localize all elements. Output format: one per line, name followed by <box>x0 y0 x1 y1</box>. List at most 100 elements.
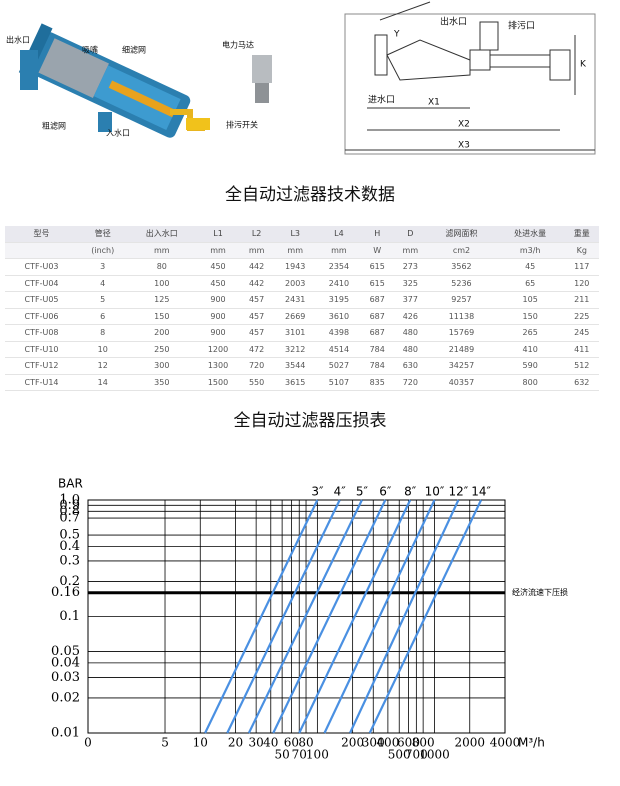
table-row: CTF-U12 12 300 1300 720 3544 5027 784 630 34257 59… <box>5 357 599 375</box>
table-cell: 720 <box>239 357 274 375</box>
illustration-label: 细滤网 <box>122 45 146 55</box>
y-tick-label: 0.2 <box>59 574 80 589</box>
x-tick-label: 500 <box>388 748 411 762</box>
table-cell: 滤网面积 <box>427 226 496 243</box>
table-cell: 2410 <box>317 275 361 292</box>
y-tick-label: 0.04 <box>51 655 80 670</box>
table-cell: 3615 <box>273 374 318 391</box>
table-cell: 2431 <box>273 291 318 309</box>
x-tick-label: 40 <box>263 736 278 750</box>
table-cell: mm <box>317 242 361 259</box>
diagram-label: 进水口 <box>368 94 395 106</box>
table-row: CTF-U10 10 250 1200 472 3212 4514 784 480 21489 41… <box>5 341 599 358</box>
table-cell: CTF-U10 <box>5 341 79 358</box>
table-cell: 管径 <box>78 226 128 243</box>
table-cell: (inch) <box>78 242 128 259</box>
table-cell: 615 <box>360 258 394 276</box>
y-tick-label: 0.4 <box>59 539 80 554</box>
series-label: 3″ <box>311 485 324 499</box>
y-tick-label: 0.1 <box>59 609 80 624</box>
x-tick-label: 10 <box>193 736 208 750</box>
table-row: CTF-U08 8 200 900 457 3101 4398 687 480 15769 265 2… <box>5 324 599 342</box>
x-tick-label: 50 <box>274 748 289 762</box>
table-cell: 3544 <box>273 357 318 375</box>
illustration-label: 排污开关 <box>226 120 258 130</box>
table-cell: 457 <box>239 308 274 325</box>
table-cell: 100 <box>127 275 197 292</box>
series-line <box>349 499 460 734</box>
x-tick-label: 800 <box>412 736 435 750</box>
series-label: 8″ <box>404 485 417 499</box>
table-cell: 410 <box>495 341 565 358</box>
y-tick-label: 0.5 <box>59 528 80 543</box>
series-line <box>204 499 319 734</box>
x-tick-label: 2000 <box>454 736 485 750</box>
table-cell: 34257 <box>427 357 496 375</box>
table-cell: L3 <box>273 226 318 243</box>
series-line <box>298 499 412 734</box>
x-tick-label: 300 <box>362 736 385 750</box>
series-label: 14″ <box>471 485 491 499</box>
series-line <box>368 499 483 734</box>
table-cell: W <box>360 242 394 259</box>
table-cell: Kg <box>564 242 599 259</box>
table-cell: mm <box>239 242 274 259</box>
table-cell: 457 <box>239 324 274 342</box>
y-tick-label: 0.01 <box>51 726 80 741</box>
series-line <box>272 499 387 734</box>
table-cell: 457 <box>239 291 274 309</box>
table-cell: 4 <box>78 275 128 292</box>
table-cell: mm <box>196 242 240 259</box>
table-cell: 630 <box>393 357 428 375</box>
table-cell: 900 <box>196 291 240 309</box>
x-tick-label: 200 <box>341 736 364 750</box>
series-line <box>323 499 436 734</box>
table-cell: 105 <box>495 291 565 309</box>
table-cell: 8 <box>78 324 128 342</box>
y-tick-label: 0.05 <box>51 644 80 659</box>
table-cell: 472 <box>239 341 274 358</box>
table-cell: 3212 <box>273 341 318 358</box>
table-cell: 200 <box>127 324 197 342</box>
table-cell: 550 <box>239 374 274 391</box>
table-cell: 45 <box>495 258 565 276</box>
table-cell: L4 <box>317 226 361 243</box>
dimension-diagram <box>344 1 596 155</box>
y-axis-label: BAR <box>58 477 83 491</box>
filter-illustration <box>18 23 272 138</box>
illustration-label: 粗滤网 <box>42 121 66 131</box>
table-cell: CTF-U12 <box>5 357 79 375</box>
table-cell: 80 <box>127 258 197 276</box>
diagram-label: 排污口 <box>508 20 535 32</box>
table-cell: 1943 <box>273 258 318 276</box>
table-row: CTF-U14 14 350 1500 550 3615 5107 835 720 40357 80… <box>5 374 599 391</box>
x-tick-label: 4000 <box>490 736 521 750</box>
x-tick-label: 1000 <box>419 748 450 762</box>
table-cell: 300 <box>127 357 197 375</box>
table-cell: 5027 <box>317 357 361 375</box>
illustration-label: 入水口 <box>106 128 130 138</box>
table-cell: 12 <box>78 357 128 375</box>
table-cell: 1300 <box>196 357 240 375</box>
table-cell: 720 <box>393 374 428 391</box>
table-cell: 687 <box>360 324 394 342</box>
table-cell: 6 <box>78 308 128 325</box>
table-cell: 重量 <box>564 226 599 243</box>
table-cell: mm <box>127 242 197 259</box>
y-tick-label: 0.8 <box>59 504 80 519</box>
y-tick-label: 0.02 <box>51 690 80 705</box>
diagram-label: X2 <box>458 120 470 130</box>
table-cell: H <box>360 226 394 243</box>
y-tick-label: 0.7 <box>59 511 80 526</box>
x-tick-label: 400 <box>376 736 399 750</box>
y-tick-label: 0.16 <box>51 585 80 600</box>
table-cell: 442 <box>239 275 274 292</box>
diagram-label: X3 <box>458 141 470 151</box>
table-cell: 3610 <box>317 308 361 325</box>
x-tick-label: 600 <box>397 736 420 750</box>
table-cell: 1500 <box>196 374 240 391</box>
table-cell: 3195 <box>317 291 361 309</box>
table-cell: 325 <box>393 275 428 292</box>
table-cell: 出入水口 <box>127 226 197 243</box>
